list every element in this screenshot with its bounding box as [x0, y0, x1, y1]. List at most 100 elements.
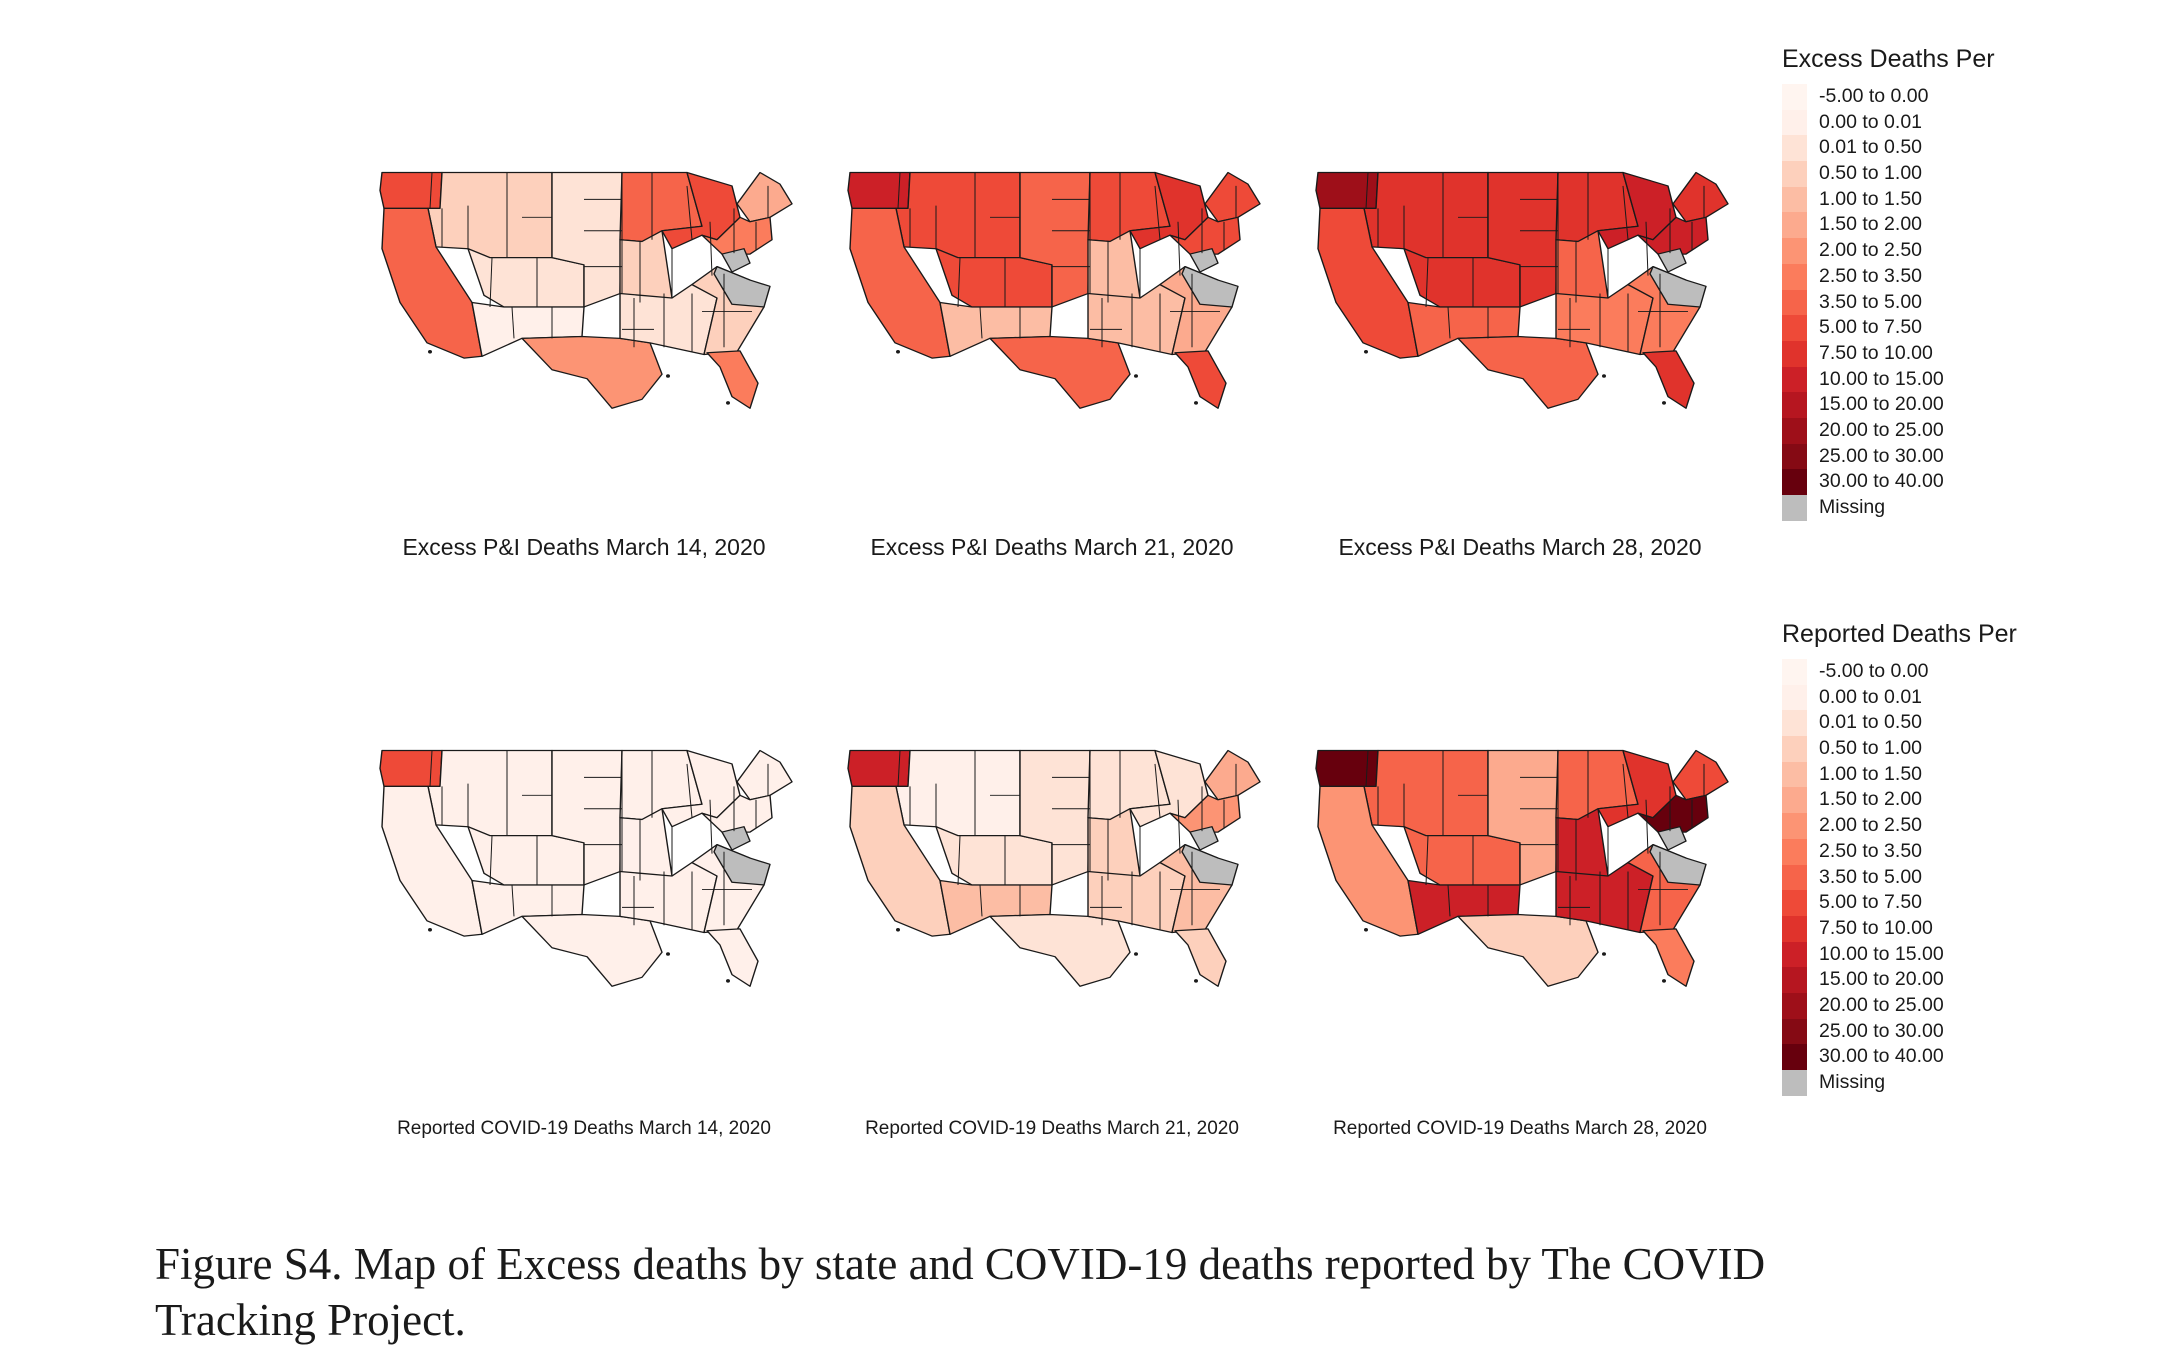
coast-island-marker	[1194, 979, 1198, 983]
coast-island-marker	[726, 979, 730, 983]
legend-label: 20.00 to 25.00	[1819, 418, 1944, 441]
coast-island-marker	[1602, 374, 1606, 378]
state-border	[511, 306, 515, 339]
map-title-reported-mar21: Reported COVID-19 Deaths March 21, 2020	[865, 1118, 1239, 1139]
legend-label: 1.50 to 2.00	[1819, 788, 1923, 811]
state-border	[1425, 835, 1429, 885]
legend-row: 7.50 to 10.00	[1782, 915, 2022, 942]
legend-row: 20.00 to 25.00	[1782, 417, 2022, 444]
legend-row: 0.50 to 1.00	[1782, 736, 2022, 762]
legend-label: 0.50 to 1.00	[1819, 737, 1923, 760]
region-ca	[849, 207, 951, 359]
legend-row: 30.00 to 40.00	[1782, 1044, 2022, 1070]
legend-row: 3.50 to 5.00	[1782, 864, 2022, 891]
legend-swatch	[1782, 787, 1807, 814]
us-map-svg	[1315, 749, 1729, 987]
region-mids	[619, 230, 673, 304]
legend-row: 0.00 to 0.01	[1782, 684, 2022, 711]
legend-swatch	[1782, 761, 1807, 788]
region-nw	[427, 749, 553, 837]
region-wa	[379, 749, 443, 787]
legend-label: 5.00 to 7.50	[1819, 891, 1923, 914]
legend-label: 30.00 to 40.00	[1819, 1045, 1944, 1068]
legend-swatch	[1782, 864, 1807, 891]
state-border	[897, 172, 901, 209]
legend-swatch	[1782, 890, 1807, 916]
region-wv	[1657, 826, 1687, 851]
legend-label: 2.00 to 2.50	[1819, 239, 1923, 262]
state-border	[957, 835, 961, 885]
legend-swatch	[1782, 684, 1807, 711]
legend-swatch	[1782, 941, 1807, 968]
legend-row: -5.00 to 0.00	[1782, 84, 2022, 110]
region-tx	[521, 335, 663, 409]
legend-row: 2.00 to 2.50	[1782, 238, 2022, 264]
region-tx	[989, 913, 1131, 987]
map-title-excess-mar21: Excess P&I Deaths March 21, 2020	[870, 534, 1234, 560]
coast-island-marker	[666, 374, 670, 378]
region-mids	[1555, 230, 1609, 304]
legend-swatch	[1782, 417, 1807, 444]
region-nc	[1649, 843, 1707, 886]
legend-row: 15.00 to 20.00	[1782, 967, 2022, 993]
state-border	[1447, 884, 1451, 917]
legend-label: 0.00 to 0.01	[1819, 685, 1923, 708]
region-fl	[706, 350, 759, 409]
legend-title-excess: Excess Deaths Per	[1782, 45, 1995, 73]
region-mids	[1555, 808, 1609, 882]
legend-swatch	[1782, 469, 1807, 495]
us-map-svg	[1315, 171, 1729, 409]
state-border	[1154, 763, 1161, 818]
legend-swatch	[1782, 238, 1807, 264]
legend-label: Missing	[1819, 1071, 1886, 1093]
state-border	[957, 257, 961, 307]
legend-items-excess: -5.00 to 0.00 0.00 to 0.01 0.01 to 0.50 0.5…	[1782, 84, 2022, 521]
region-nc	[713, 843, 771, 886]
region-ca	[1317, 785, 1419, 937]
map-title-excess-mar28: Excess P&I Deaths March 28, 2020	[1338, 534, 1702, 560]
region-wa	[379, 171, 443, 209]
legend-label: 0.00 to 0.01	[1819, 110, 1923, 133]
coast-island-marker	[1602, 952, 1606, 956]
region-ne	[1204, 749, 1261, 801]
legend-label: 3.50 to 5.00	[1819, 290, 1923, 313]
coast-island-marker	[1364, 928, 1368, 932]
legend-label: 7.50 to 10.00	[1819, 916, 1933, 939]
region-nw	[895, 171, 1021, 259]
legend-row: 1.00 to 1.50	[1782, 186, 2022, 213]
figure: Excess P&I Deaths March 14, 2020 Excess …	[372, 45, 2022, 1139]
coast-island-marker	[1662, 401, 1666, 405]
region-nw	[1363, 749, 1489, 837]
legend-swatch	[1782, 710, 1807, 737]
us-map-svg	[379, 749, 793, 987]
state-border	[686, 763, 693, 818]
region-wv	[1657, 248, 1687, 273]
state-border	[1365, 172, 1369, 209]
legend-row: 1.50 to 2.00	[1782, 212, 2022, 239]
coast-island-marker	[896, 928, 900, 932]
legend-row: -5.00 to 0.00	[1782, 659, 2022, 685]
map-title-reported-mar14: Reported COVID-19 Deaths March 14, 2020	[397, 1118, 771, 1139]
region-ne	[1672, 171, 1729, 223]
state-border	[1365, 750, 1369, 787]
region-nw	[895, 749, 1021, 837]
region-ne	[736, 749, 793, 801]
legend-label: 10.00 to 15.00	[1819, 367, 1944, 390]
legend-label: -5.00 to 0.00	[1819, 85, 1929, 107]
region-nc	[1649, 265, 1707, 308]
legend-title-reported: Reported Deaths Per	[1782, 620, 2017, 648]
region-ca	[1317, 207, 1419, 359]
legend-label: 1.00 to 1.50	[1819, 187, 1923, 210]
region-tx	[1457, 913, 1599, 987]
map-title-reported-mar28: Reported COVID-19 Deaths March 28, 2020	[1333, 1118, 1707, 1139]
coast-island-marker	[1662, 979, 1666, 983]
coast-island-marker	[896, 350, 900, 354]
legend-label: -5.00 to 0.00	[1819, 660, 1929, 682]
legend-row: 5.00 to 7.50	[1782, 315, 2022, 341]
legend-row: 0.00 to 0.01	[1782, 109, 2022, 136]
state-border	[709, 799, 713, 854]
state-border	[709, 221, 713, 276]
legend-label: 20.00 to 25.00	[1819, 993, 1944, 1016]
map-excess-mar14	[372, 168, 808, 428]
map-reported-mar28	[1308, 746, 1744, 1006]
